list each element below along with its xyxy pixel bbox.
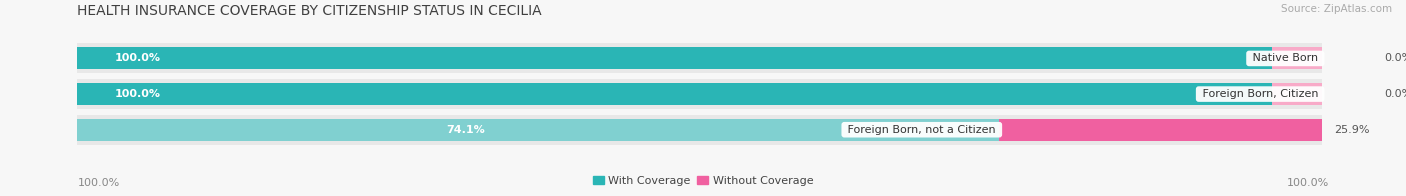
Bar [1272,83,1322,105]
Text: Foreign Born, not a Citizen: Foreign Born, not a Citizen [844,125,1000,135]
Bar [77,44,1322,74]
Text: 100.0%: 100.0% [115,54,160,64]
Text: 100.0%: 100.0% [77,178,120,188]
Bar [1000,119,1322,141]
Bar [1272,47,1322,70]
Text: Native Born: Native Born [1249,54,1322,64]
Text: 100.0%: 100.0% [115,89,160,99]
Legend: With Coverage, Without Coverage: With Coverage, Without Coverage [588,172,818,191]
Bar [77,47,1322,70]
Text: 100.0%: 100.0% [1286,178,1329,188]
Text: Source: ZipAtlas.com: Source: ZipAtlas.com [1281,4,1392,14]
Text: HEALTH INSURANCE COVERAGE BY CITIZENSHIP STATUS IN CECILIA: HEALTH INSURANCE COVERAGE BY CITIZENSHIP… [77,4,541,18]
Text: 74.1%: 74.1% [446,125,485,135]
Bar [77,119,1000,141]
Text: 0.0%: 0.0% [1384,54,1406,64]
Text: 0.0%: 0.0% [1384,89,1406,99]
Bar [77,79,1322,109]
Text: 25.9%: 25.9% [1334,125,1369,135]
Bar [77,115,1322,145]
Bar [77,83,1322,105]
Text: Foreign Born, Citizen: Foreign Born, Citizen [1199,89,1322,99]
